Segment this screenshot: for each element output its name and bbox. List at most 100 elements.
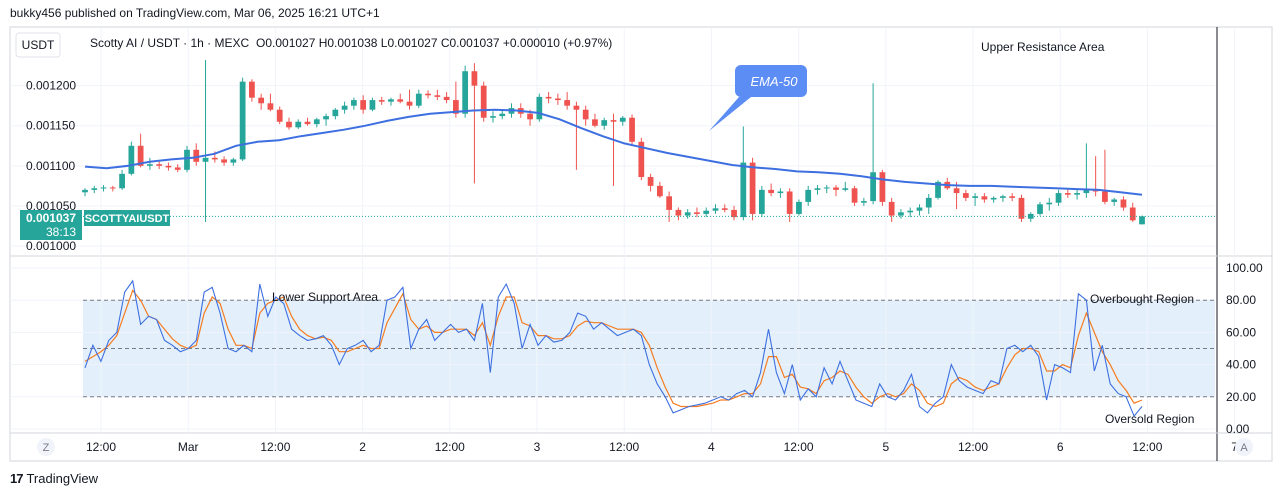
candle-body	[1139, 216, 1145, 225]
candle-body	[184, 149, 190, 170]
candle-body	[805, 189, 812, 202]
candle-body	[629, 117, 635, 142]
candle-body	[388, 99, 394, 102]
time-tick-label: 12:00	[784, 440, 814, 454]
attribution-text: bukky456 published on TradingView.com, M…	[10, 6, 380, 20]
candle-body	[230, 159, 237, 163]
candle-body	[1018, 197, 1025, 219]
candle-body	[82, 189, 88, 193]
candle-body	[165, 165, 172, 168]
zoom-button-label: Z	[43, 442, 50, 454]
candle-body	[147, 164, 153, 166]
candle-body	[202, 157, 209, 162]
price-tick-label: 0.001200	[26, 79, 76, 93]
candle-body	[823, 187, 830, 189]
candle-body	[137, 145, 144, 166]
candle-body	[740, 162, 747, 218]
candle-body	[1074, 193, 1080, 195]
zoom-button[interactable]: Z	[37, 438, 55, 456]
currency-button[interactable]: USDT	[15, 32, 61, 58]
candle-body	[712, 208, 719, 211]
candle-body	[1027, 213, 1034, 219]
candle-body	[91, 188, 98, 190]
candle-body	[935, 181, 941, 198]
osc-tick-label: 40.00	[1226, 358, 1256, 372]
oscillator-d-line	[84, 289, 1143, 408]
candle-body	[879, 172, 886, 202]
candle-body	[434, 95, 441, 97]
candle-body	[675, 209, 682, 216]
time-tick-label: 12:00	[260, 440, 290, 454]
candle-body	[276, 109, 283, 122]
candle-body	[109, 187, 116, 189]
currency-button-label: USDT	[22, 38, 55, 52]
price-axis: 0.001200 0.001150 0.001100 0.001050 0.001000	[26, 79, 76, 253]
osc-tick-label: 0.00	[1226, 422, 1250, 436]
candle-body	[842, 188, 849, 190]
candle-body	[833, 187, 839, 190]
candle-body	[1111, 199, 1118, 202]
candle-body	[925, 197, 932, 208]
candle-body	[851, 188, 858, 203]
candle-body	[1120, 199, 1127, 208]
last-price-tag: 0.001037 38:13 SCOTTYAIUSDT	[20, 210, 170, 240]
time-tick-label: 7	[1231, 440, 1238, 454]
candle-body	[267, 103, 274, 110]
candle-body	[313, 119, 320, 125]
candle-body	[351, 100, 357, 106]
candle-body	[239, 81, 246, 160]
candle-body	[1009, 196, 1016, 198]
candle-body	[1037, 204, 1043, 214]
candle-body	[610, 120, 617, 122]
candle-body	[443, 96, 450, 101]
candle-body	[323, 116, 329, 120]
candle-body	[1000, 196, 1006, 198]
candle-body	[981, 196, 988, 200]
candle-body	[573, 105, 580, 110]
candle-body	[916, 207, 923, 211]
time-axis: 12:00 Mar 12:00 2 12:00 3 12:00 4 12:00 5 12:00 6 12…	[86, 440, 1238, 454]
grid-lines	[10, 27, 1236, 433]
tradingview-logo[interactable]: 17 TradingView	[10, 471, 98, 486]
time-tick-label: 5	[882, 440, 889, 454]
osc-tick-label: 20.00	[1226, 390, 1256, 404]
candle-body	[369, 100, 376, 110]
candle-body	[341, 105, 348, 110]
upper-resistance-label: Upper Resistance Area	[981, 40, 1105, 54]
candle-body	[332, 109, 339, 117]
candle-body	[490, 116, 496, 118]
price-tick-label: 0.001050	[26, 199, 76, 213]
candle-body	[378, 100, 385, 102]
time-tick-label: Mar	[178, 440, 199, 454]
candle-body	[898, 212, 904, 216]
candle-body	[990, 197, 997, 200]
candle-body	[1083, 189, 1090, 194]
price-tick-label: 0.001000	[26, 239, 76, 253]
candle-body	[1055, 193, 1062, 203]
auto-scale-button[interactable]: A	[1235, 438, 1253, 456]
auto-button-label: A	[1240, 442, 1248, 454]
last-price-value: 0.001037	[26, 211, 76, 225]
candle-body	[768, 189, 774, 194]
candlestick-series	[82, 60, 1145, 225]
candle-body	[128, 145, 135, 174]
overbought-label: Overbought Region	[1090, 292, 1194, 306]
candle-body	[174, 167, 181, 170]
candle-body	[415, 93, 422, 106]
candle-body	[193, 149, 200, 162]
oversold-label: Oversold Region	[1105, 412, 1194, 426]
candle-body	[749, 162, 756, 214]
candle-body	[304, 121, 311, 125]
legend-ohlc: O0.001027 H0.001038 L0.001027 C0.001037 …	[256, 36, 612, 50]
candle-body	[249, 81, 255, 98]
oscillator-axis: 100.00 80.00 60.00 40.00 20.00 0.00	[1226, 261, 1263, 436]
countdown-value: 38:13	[46, 225, 76, 239]
candle-body	[564, 100, 571, 106]
candle-body	[638, 141, 645, 178]
candle-body	[962, 193, 969, 198]
candle-body	[703, 210, 710, 214]
candle-body	[406, 101, 413, 106]
candle-body	[888, 201, 895, 216]
oscillator-k-line	[84, 279, 1143, 418]
